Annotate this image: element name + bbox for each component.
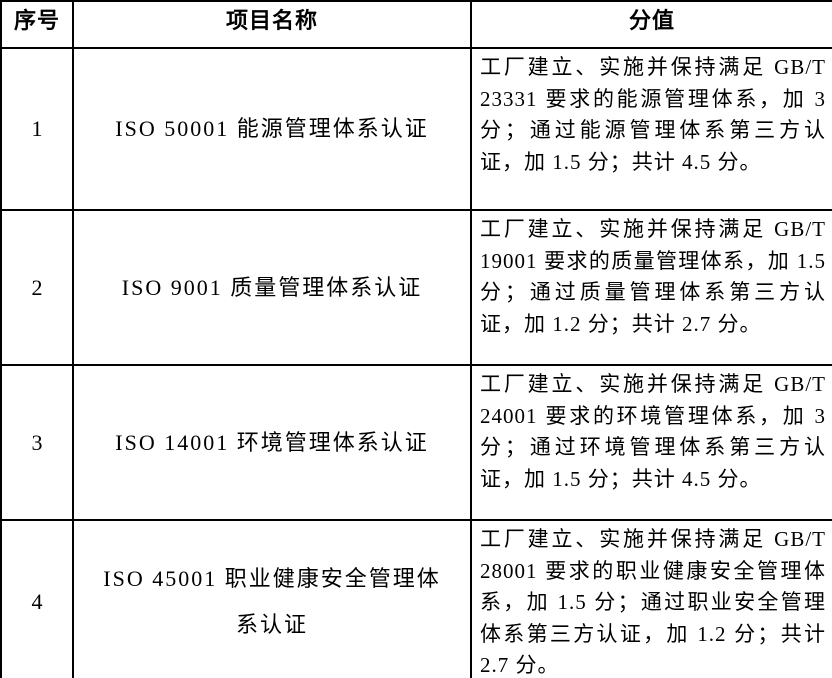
project-name-cell: ISO 45001 职业健康安全管理体系认证 <box>72 519 472 678</box>
row-serial-number: 3 <box>0 364 74 521</box>
score-description-cell: 工厂建立、实施并保持满足 GB/T 23331 要求的能源管理体系，加 3 分；… <box>470 47 832 211</box>
score-description-cell: 工厂建立、实施并保持满足 GB/T 19001 要求的质量管理体系，加 1.5 … <box>470 209 832 366</box>
table-row: 3 ISO 14001 环境管理体系认证 工厂建立、实施并保持满足 GB/T 2… <box>0 364 832 521</box>
row-serial-number: 1 <box>0 47 74 211</box>
table-row: 1 ISO 50001 能源管理体系认证 工厂建立、实施并保持满足 GB/T 2… <box>0 47 832 211</box>
table-row: 4 ISO 45001 职业健康安全管理体系认证 工厂建立、实施并保持满足 GB… <box>0 519 832 678</box>
project-name-cell: ISO 50001 能源管理体系认证 <box>72 47 472 211</box>
score-description-cell: 工厂建立、实施并保持满足 GB/T 24001 要求的环境管理体系，加 3 分；… <box>470 364 832 521</box>
row-serial-number: 2 <box>0 209 74 366</box>
score-description-cell: 工厂建立、实施并保持满足 GB/T 28001 要求的职业健康安全管理体系，加 … <box>470 519 832 678</box>
header-score: 分值 <box>470 0 832 49</box>
project-name-cell: ISO 9001 质量管理体系认证 <box>72 209 472 366</box>
project-name-cell: ISO 14001 环境管理体系认证 <box>72 364 472 521</box>
header-serial-number: 序号 <box>0 0 74 49</box>
row-serial-number: 4 <box>0 519 74 678</box>
header-row: 序号 项目名称 分值 <box>0 0 832 49</box>
table-row: 2 ISO 9001 质量管理体系认证 工厂建立、实施并保持满足 GB/T 19… <box>0 209 832 366</box>
header-project-name: 项目名称 <box>72 0 472 49</box>
